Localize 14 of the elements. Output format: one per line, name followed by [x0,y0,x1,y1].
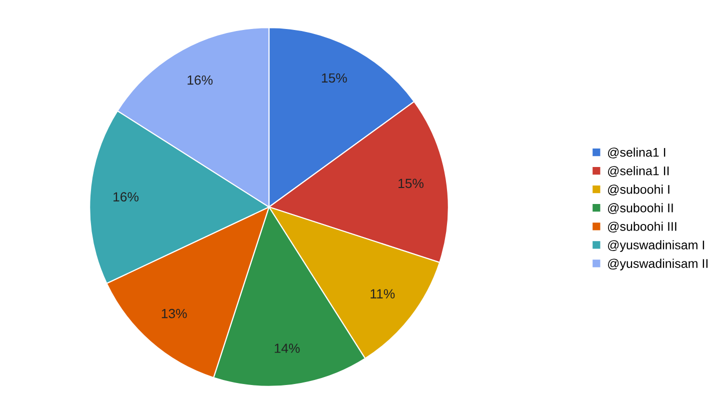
legend-label: @yuswadinisam II [608,258,708,270]
data-label: 15% [322,73,347,83]
legend-label: @suboohi II [608,203,673,214]
data-label: 16% [114,192,138,202]
legend-label: @yuswadinisam I [608,240,704,252]
legend-label: @selina1 II [608,166,669,177]
data-label: 11% [370,289,395,298]
data-label: 14% [274,344,300,353]
data-label: 15% [398,178,424,188]
legend-label: @suboohi III [608,222,676,232]
data-label: 16% [188,75,213,85]
legend-label: @suboohi I [608,184,670,196]
legend-label: @selina1 I [608,148,666,158]
data-label: 13% [162,308,187,318]
